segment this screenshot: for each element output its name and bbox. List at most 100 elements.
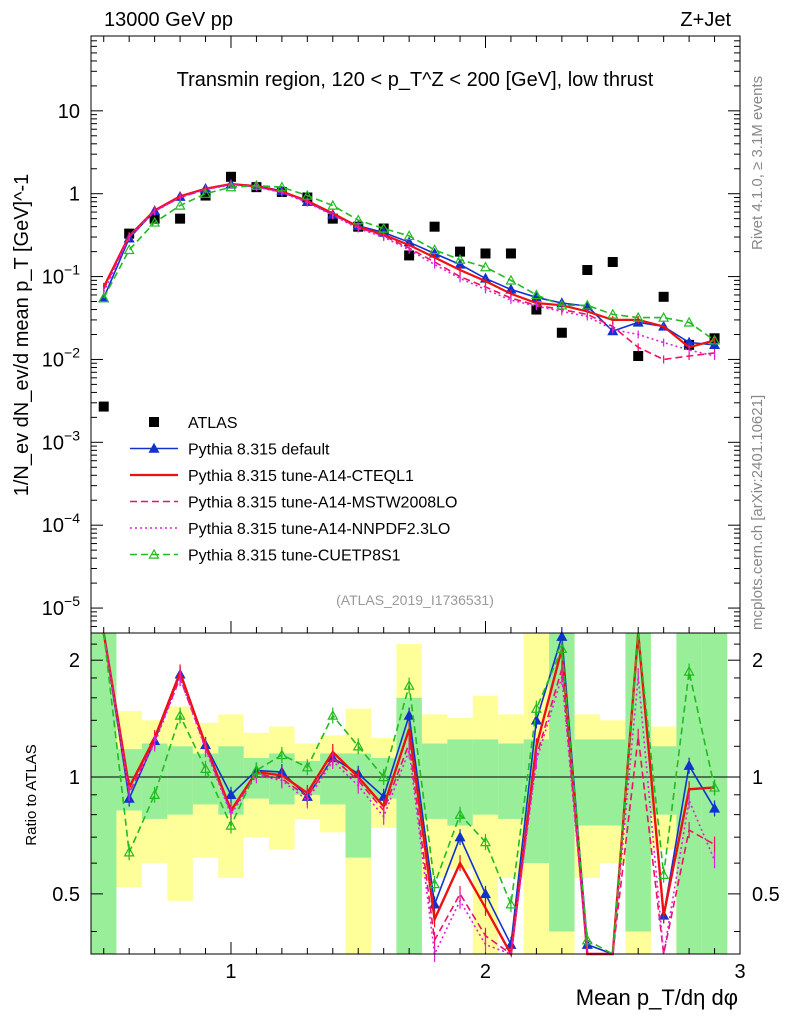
x-tick-label: 1 (225, 961, 236, 983)
ratio-band-green (574, 739, 601, 826)
y-tick-label: 10−4 (42, 510, 80, 537)
ratio-y-tick-label: 2 (752, 650, 763, 672)
series-marker (403, 230, 415, 241)
series-line-3 (103, 183, 715, 361)
ratio-marker (276, 749, 288, 760)
ratio-band-green (600, 739, 626, 826)
ratio-marker (683, 665, 695, 676)
atlas-data-point (658, 291, 669, 302)
legend-label-0: ATLAS (188, 415, 238, 432)
series-marker (352, 214, 364, 225)
ratio-y-tick-label: 1 (752, 767, 763, 789)
ratio-band-green (498, 743, 524, 819)
series-marker (607, 308, 619, 319)
legend-label-4: Pythia 8.315 tune-A14-NNPDF2.3LO (188, 521, 450, 538)
y-axis-label: 1/N_ev dN_ev/d mean p_T [GeV]^-1 (11, 174, 33, 497)
series-marker (454, 253, 466, 264)
ratio-marker (505, 898, 517, 909)
ratio-marker (454, 808, 466, 819)
ratio-y-tick-label: 0.5 (52, 884, 80, 906)
series-marker (581, 299, 593, 310)
legend-label-5: Pythia 8.315 tune-CUETP8S1 (188, 548, 401, 565)
axes-and-ticks: 1 2 3 10−5 10−4 10−3 10−2 10−1 1 10 0.5 0.5 1 1 2 2 (42, 35, 780, 983)
series-marker (556, 299, 568, 310)
ratio-marker (403, 679, 415, 690)
series-marker (174, 199, 186, 210)
ratio-y-axis-label: Ratio to ATLAS (23, 744, 40, 845)
x-axis-label: Mean p_T/dη dφ (576, 985, 738, 1010)
energy-label: 13000 GeV pp (104, 9, 233, 31)
ratio-marker (123, 846, 135, 857)
ratio-band-green (421, 743, 448, 819)
process-label: Z+Jet (680, 9, 731, 31)
atlas-data-point (98, 401, 109, 412)
atlas-data-point (200, 190, 211, 201)
legend-label-1: Pythia 8.315 default (188, 442, 330, 459)
ratio-marker (479, 888, 492, 899)
y-tick-label: 10−2 (42, 344, 80, 371)
series-marker (276, 181, 288, 192)
series-marker (709, 334, 721, 345)
ratio-marker (709, 802, 721, 813)
ratio-marker (225, 789, 237, 799)
legend: ATLAS Pythia 8.315 default Pythia 8.315 tu… (130, 415, 457, 565)
y-tick-label: 10 (58, 101, 80, 123)
series-marker (530, 289, 542, 300)
x-tick-label: 3 (734, 961, 745, 983)
y-tick-label: 10−5 (42, 593, 80, 620)
ratio-marker (200, 763, 212, 774)
y-tick-label: 10−3 (42, 427, 80, 454)
ratio-marker (581, 934, 593, 945)
legend-label-3: Pythia 8.315 tune-A14-MSTW2008LO (188, 495, 457, 512)
y-tick-label: 10−1 (42, 262, 80, 289)
ratio-marker (352, 740, 364, 751)
series-marker (301, 189, 313, 200)
ratio-band-green (650, 746, 677, 815)
ratio-band-green (167, 746, 193, 815)
ratio-marker (403, 709, 415, 720)
ratio-marker (378, 771, 390, 782)
y-tick-label: 1 (69, 184, 80, 206)
legend-marker (148, 548, 160, 559)
series-marker (250, 179, 262, 190)
atlas-data-point (607, 256, 618, 267)
series-marker (200, 187, 212, 198)
atlas-data-point (455, 246, 466, 257)
series-marker (123, 244, 135, 255)
ratio-marker (327, 709, 339, 720)
series-marker (378, 222, 390, 233)
atlas-data-point (582, 265, 593, 276)
ratio-y-tick-label: 2 (69, 650, 80, 672)
main-series (98, 171, 721, 412)
atlas-data-point (429, 221, 440, 232)
series-marker (429, 244, 441, 255)
series-marker (149, 216, 161, 227)
atlas-data-point (480, 248, 491, 259)
ratio-y-tick-label: 0.5 (752, 884, 780, 906)
series-marker (98, 292, 110, 303)
legend-marker-atlas (149, 417, 159, 427)
atlas-data-point (505, 248, 516, 259)
atlas-data-point (225, 171, 236, 182)
legend-marker (148, 442, 160, 453)
ratio-marker (530, 702, 542, 713)
plot-title: Transmin region, 120 < p_T^Z < 200 [GeV]… (177, 69, 654, 91)
analysis-id: (ATLAS_2019_I1736531) (336, 592, 494, 608)
ratio-marker (479, 836, 492, 847)
ratio-marker (556, 630, 568, 641)
series-line-2 (102, 182, 715, 349)
legend-label-2: Pythia 8.315 tune-A14-CTEQL1 (188, 468, 414, 485)
series-marker (683, 316, 695, 327)
ratio-marker (250, 764, 262, 775)
series-marker (658, 311, 670, 322)
series-marker (632, 311, 644, 322)
series-marker (479, 261, 492, 272)
ratio-y-tick-label: 1 (69, 767, 80, 789)
atlas-data-point (175, 213, 186, 224)
mcplots-label: mcplots.cern.ch [arXiv:2401.10621] (749, 395, 766, 630)
ratio-marker (225, 819, 237, 830)
atlas-data-point (404, 250, 415, 261)
series-marker (505, 274, 517, 285)
ratio-marker (683, 759, 695, 770)
